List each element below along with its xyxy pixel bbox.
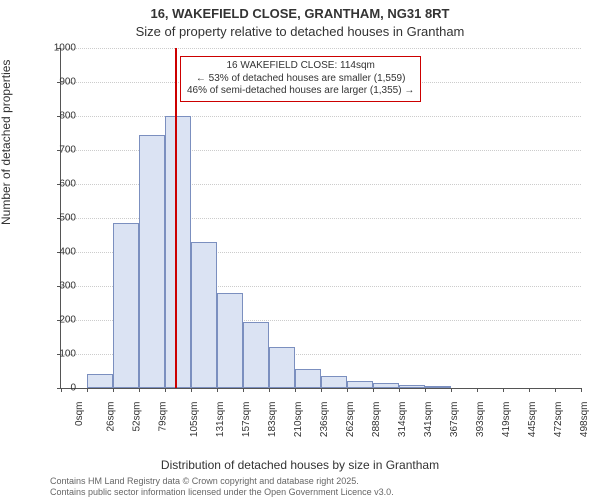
histogram-bar (373, 383, 399, 388)
x-tick-label: 367sqm (449, 402, 460, 438)
x-tick-label: 105sqm (189, 402, 200, 438)
x-tick-label: 52sqm (132, 402, 143, 432)
attribution: Contains HM Land Registry data © Crown c… (50, 476, 394, 498)
x-tick-mark (503, 388, 504, 392)
x-tick-mark (191, 388, 192, 392)
histogram-bar (87, 374, 113, 388)
x-tick-mark (399, 388, 400, 392)
gridline (61, 116, 581, 117)
x-tick-label: 288sqm (371, 402, 382, 438)
x-tick-label: 131sqm (215, 402, 226, 438)
x-axis-label: Distribution of detached houses by size … (0, 458, 600, 472)
histogram-bar (295, 369, 321, 388)
y-tick-label: 500 (40, 213, 76, 224)
title-line-2: Size of property relative to detached ho… (0, 24, 600, 39)
x-tick-label: 341sqm (423, 402, 434, 438)
x-tick-label: 314sqm (397, 402, 408, 438)
y-tick-label: 800 (40, 111, 76, 122)
x-tick-label: 393sqm (475, 402, 486, 438)
y-axis-label: Number of detached properties (0, 60, 13, 225)
histogram-bar (399, 385, 425, 388)
chart-container: 16, WAKEFIELD CLOSE, GRANTHAM, NG31 8RT … (0, 0, 600, 500)
attribution-line-1: Contains HM Land Registry data © Crown c… (50, 476, 394, 487)
y-tick-label: 100 (40, 349, 76, 360)
x-tick-label: 157sqm (241, 402, 252, 438)
y-tick-label: 700 (40, 145, 76, 156)
x-tick-mark (321, 388, 322, 392)
x-tick-label: 183sqm (267, 402, 278, 438)
x-tick-mark (477, 388, 478, 392)
y-tick-label: 0 (40, 383, 76, 394)
x-tick-mark (529, 388, 530, 392)
x-tick-mark (243, 388, 244, 392)
x-tick-label: 26sqm (106, 402, 117, 432)
y-tick-label: 600 (40, 179, 76, 190)
x-tick-mark (269, 388, 270, 392)
histogram-bar (347, 381, 373, 388)
x-tick-label: 472sqm (553, 402, 564, 438)
x-tick-mark (139, 388, 140, 392)
histogram-bar (425, 386, 451, 388)
x-tick-label: 79sqm (158, 402, 169, 432)
annotation-box: 16 WAKEFIELD CLOSE: 114sqm← 53% of detac… (180, 56, 421, 102)
histogram-bar (321, 376, 347, 388)
title-line-1: 16, WAKEFIELD CLOSE, GRANTHAM, NG31 8RT (0, 6, 600, 21)
histogram-bar (243, 322, 269, 388)
x-tick-mark (113, 388, 114, 392)
annotation-line-2: ← 53% of detached houses are smaller (1,… (187, 73, 414, 86)
x-tick-label: 210sqm (293, 402, 304, 438)
property-marker-line (175, 48, 177, 388)
x-tick-label: 498sqm (579, 402, 590, 438)
attribution-line-2: Contains public sector information licen… (50, 487, 394, 498)
x-tick-mark (581, 388, 582, 392)
histogram-bar (217, 293, 243, 388)
histogram-bar (113, 223, 139, 388)
x-tick-mark (555, 388, 556, 392)
y-tick-label: 1000 (40, 43, 76, 54)
x-tick-mark (87, 388, 88, 392)
histogram-bar (165, 116, 191, 388)
x-tick-mark (165, 388, 166, 392)
x-tick-label: 0sqm (74, 402, 85, 426)
gridline (61, 48, 581, 49)
x-tick-mark (373, 388, 374, 392)
y-tick-label: 300 (40, 281, 76, 292)
y-tick-label: 400 (40, 247, 76, 258)
x-tick-label: 445sqm (527, 402, 538, 438)
x-tick-mark (217, 388, 218, 392)
histogram-bar (191, 242, 217, 388)
annotation-line-3: 46% of semi-detached houses are larger (… (187, 85, 414, 98)
x-tick-mark (295, 388, 296, 392)
x-tick-label: 262sqm (345, 402, 356, 438)
annotation-line-1: 16 WAKEFIELD CLOSE: 114sqm (187, 60, 414, 73)
x-tick-mark (425, 388, 426, 392)
x-tick-mark (347, 388, 348, 392)
x-tick-label: 236sqm (319, 402, 330, 438)
y-tick-label: 900 (40, 77, 76, 88)
x-tick-mark (451, 388, 452, 392)
x-tick-label: 419sqm (501, 402, 512, 438)
y-tick-label: 200 (40, 315, 76, 326)
histogram-bar (269, 347, 295, 388)
histogram-bar (139, 135, 165, 388)
